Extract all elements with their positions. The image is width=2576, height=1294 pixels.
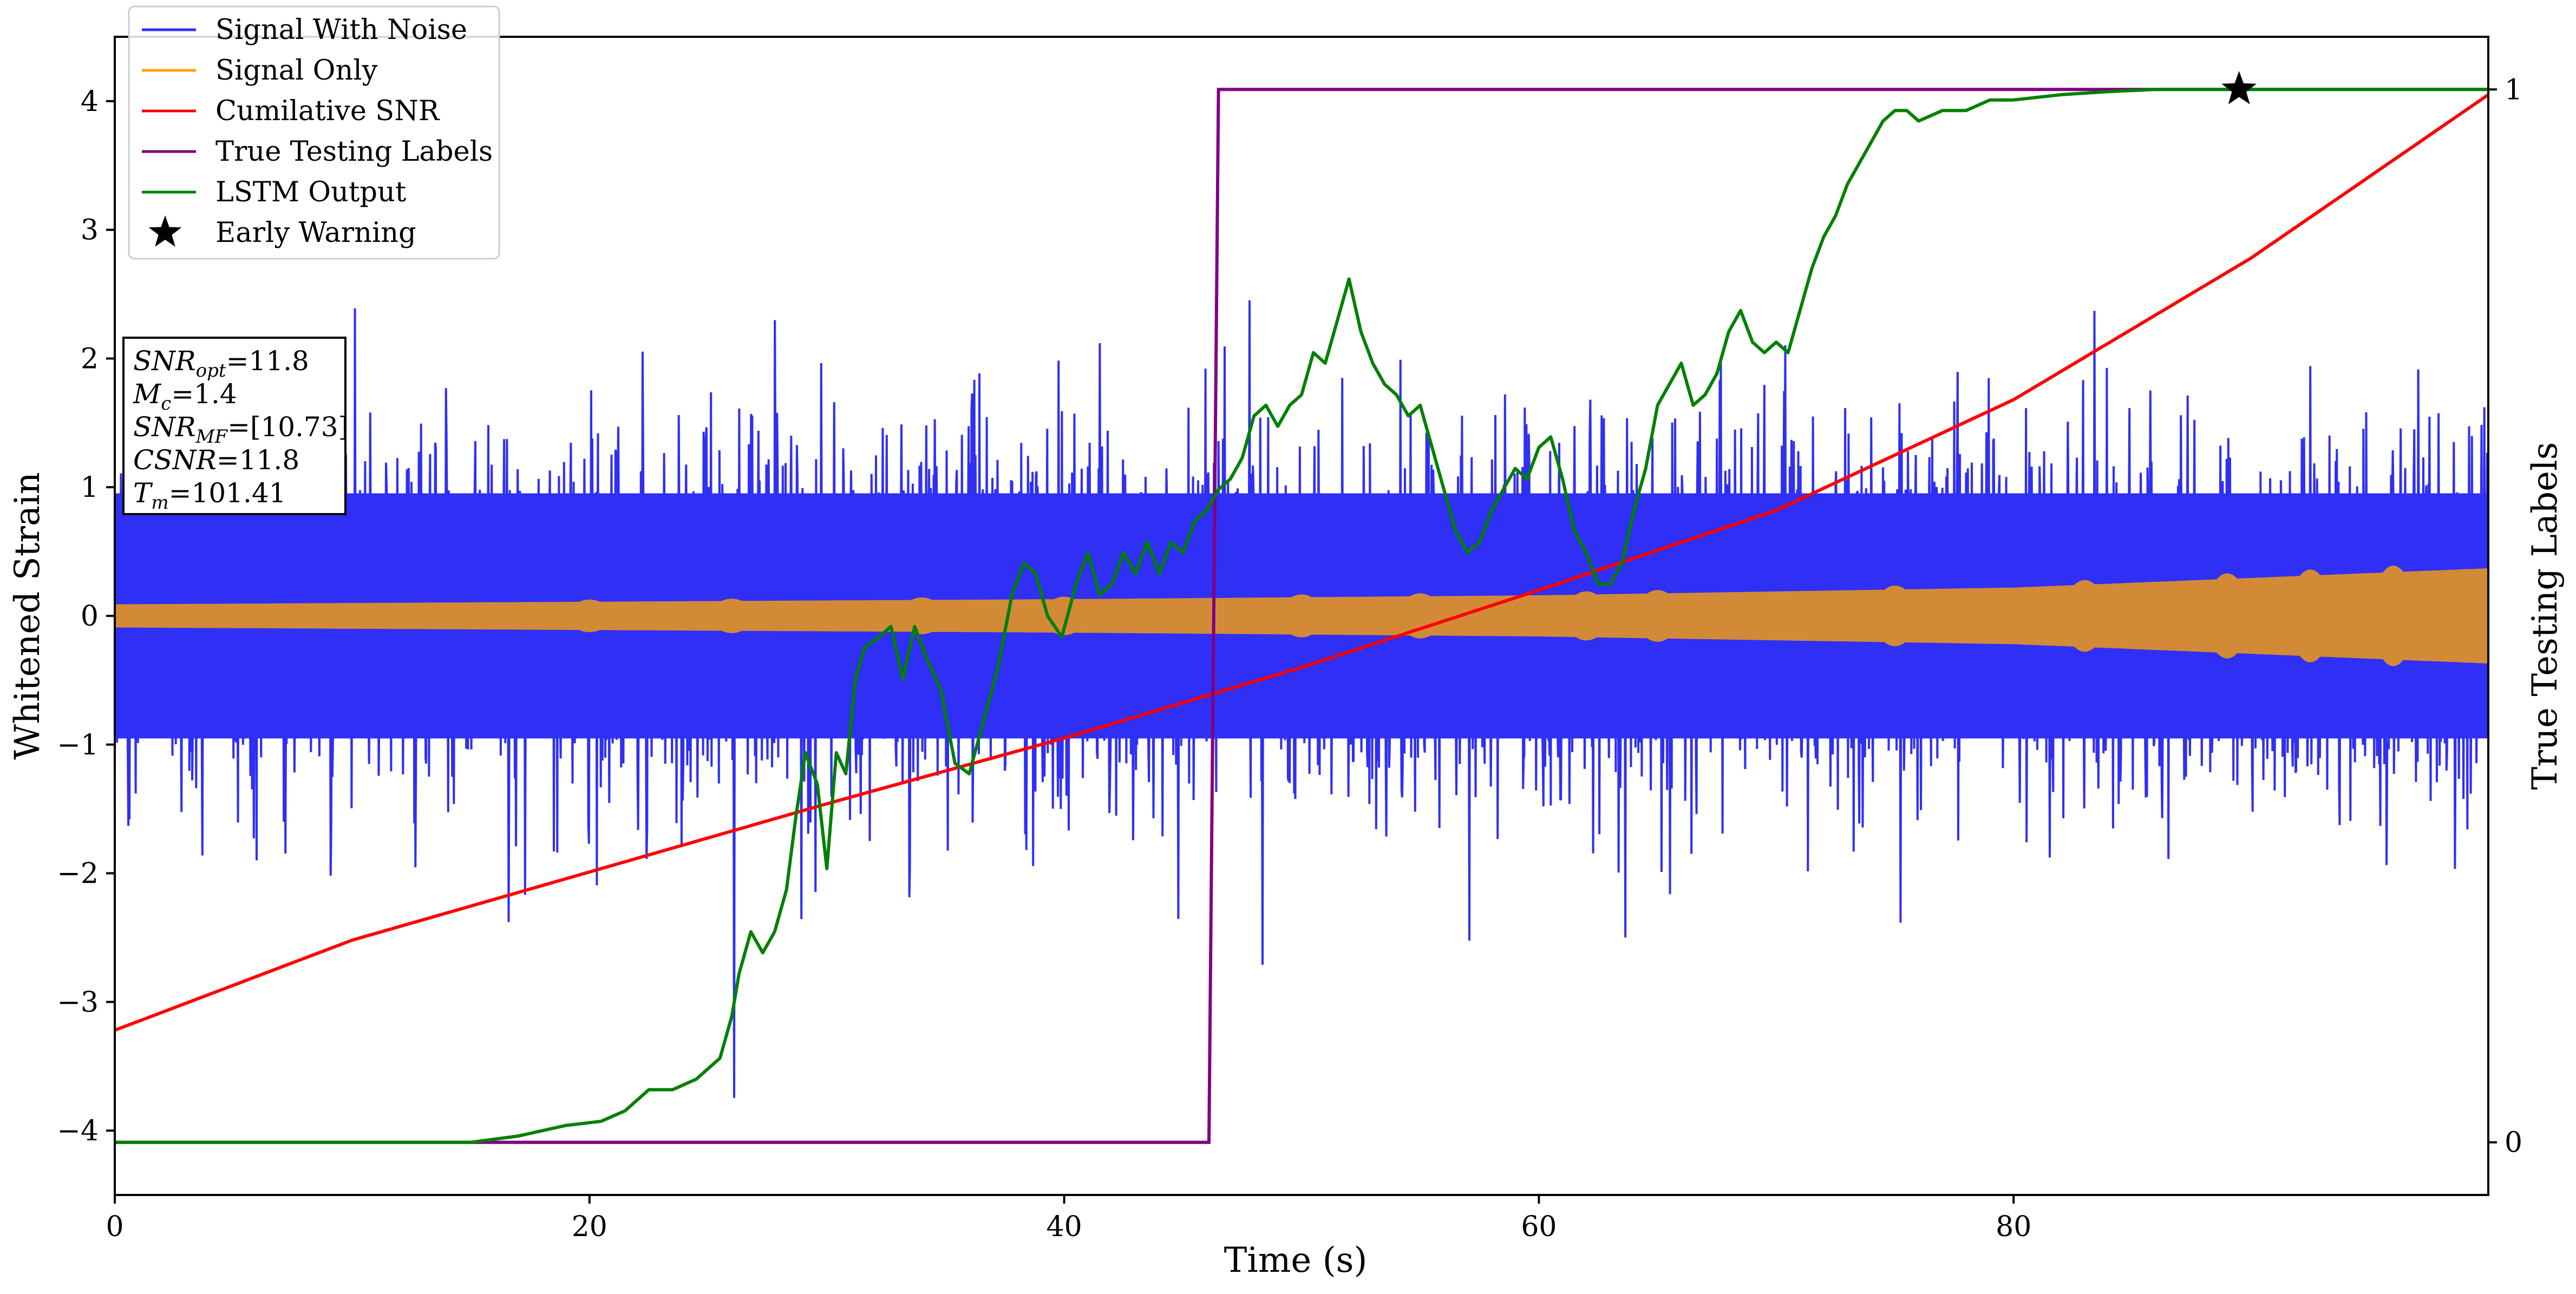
signal-only-lobe <box>2206 573 2248 659</box>
legend-label: LSTM Output <box>215 176 407 208</box>
info-snr-opt: SNRopt=11.8 <box>133 345 309 382</box>
legend-label: Signal Only <box>215 55 378 87</box>
info-csnr: CSNR=11.8 <box>133 444 299 476</box>
right-y-tick-label: 1 <box>2505 74 2522 106</box>
x-axis-label: Time (s) <box>1224 1240 1368 1280</box>
y-tick-label: −4 <box>57 1115 99 1147</box>
x-tick-label: 0 <box>106 1211 123 1243</box>
legend-label: True Testing Labels <box>215 136 493 168</box>
info-snr-mf: SNRMF=[10.73] <box>133 411 349 448</box>
info-merger-time: Tm=101.41 <box>133 477 286 514</box>
signal-only-lobe <box>568 599 610 633</box>
x-tick-label: 80 <box>1996 1211 2031 1243</box>
signal-only-lobes <box>568 566 2414 666</box>
y-axis-ticks: −4 −3 −2 −1 0 1 2 3 4 <box>57 86 115 1147</box>
x-axis-ticks: 0 20 40 60 80 <box>106 1195 2031 1243</box>
right-y-tick-label: 0 <box>2505 1127 2522 1159</box>
y-tick-label: −3 <box>57 986 99 1019</box>
legend-label: Early Warning <box>215 217 416 249</box>
y-tick-label: −2 <box>57 858 99 890</box>
legend-label: Cumilative SNR <box>215 95 440 127</box>
x-tick-label: 40 <box>1047 1211 1082 1243</box>
y-tick-label: 0 <box>81 600 99 633</box>
y-tick-label: 4 <box>81 86 99 118</box>
y-tick-label: 1 <box>81 471 99 504</box>
signal-only-lobe <box>1874 585 1915 647</box>
signal-only-lobe <box>2372 566 2414 666</box>
legend-box <box>128 5 500 260</box>
x-tick-label: 20 <box>572 1211 607 1243</box>
series-layer <box>115 88 2488 1144</box>
x-tick-label: 60 <box>1521 1211 1557 1243</box>
y-tick-label: 2 <box>81 343 99 375</box>
info-box-frame <box>122 337 346 515</box>
y-axis-label: Whitened Strain <box>8 472 48 759</box>
signal-only-lobe <box>1400 593 1441 639</box>
legend: Signal With Noise Signal Only Cumilative S… <box>128 5 500 260</box>
info-chirp-mass: Mc=1.4 <box>133 378 237 415</box>
y-tick-label: 3 <box>81 214 99 247</box>
right-y-axis-label: True Testing Labels <box>2525 442 2565 790</box>
legend-label: Signal With Noise <box>215 14 467 46</box>
y-tick-label: −1 <box>57 729 99 761</box>
signal-only-lobe <box>2064 580 2106 652</box>
lstm-output-line <box>115 88 2488 1144</box>
signal-only-lobe <box>1566 591 1607 641</box>
signal-only-lobe <box>1637 590 1678 642</box>
right-y-axis-ticks: 01 <box>2488 74 2522 1159</box>
legend-swatch-early-warning <box>148 215 182 247</box>
early-warning-marker <box>2221 71 2257 104</box>
cumulative-snr-line <box>115 93 2488 1032</box>
info-box: SNRopt=11.8 Mc=1.4 SNRMF=[10.73] CSNR=11… <box>122 337 349 515</box>
true-labels-line <box>115 88 2488 1144</box>
signal-only-lobe <box>1281 594 1322 638</box>
signal-only-lobe <box>901 597 943 634</box>
signal-only-lobe <box>2290 569 2331 662</box>
signal-only-lobe <box>711 599 753 633</box>
